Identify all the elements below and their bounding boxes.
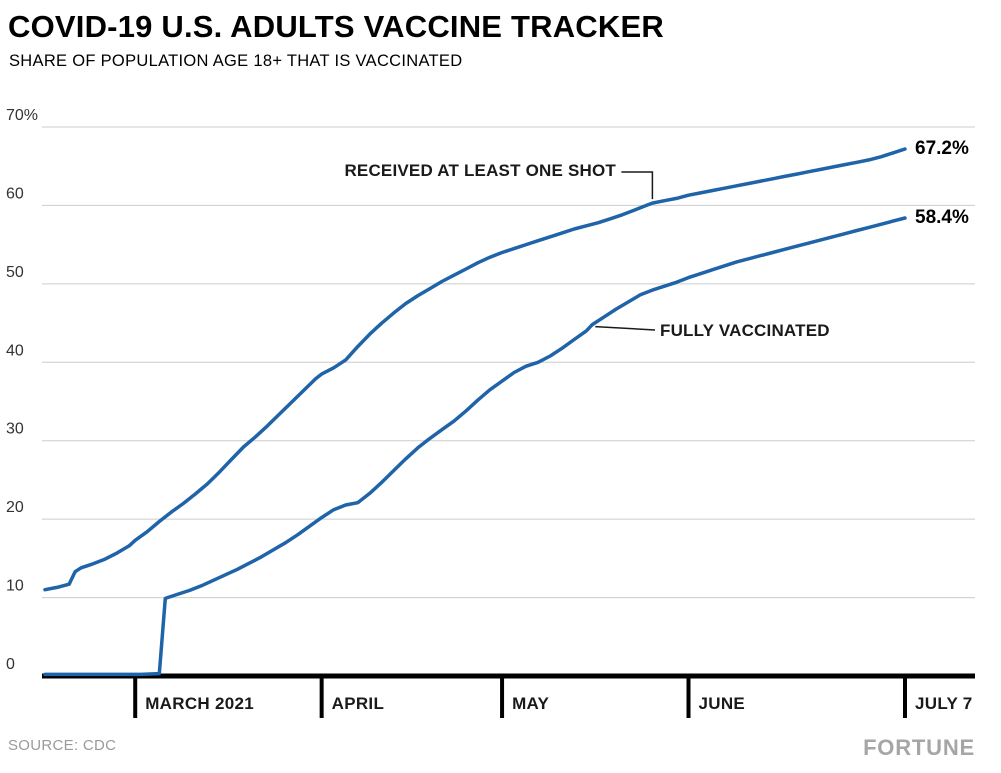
x-tick-label: APRIL: [332, 694, 385, 713]
y-tick-label: 40: [6, 342, 24, 359]
end-label-fully-vaccinated: 58.4%: [915, 207, 969, 228]
series-line-0: [43, 147, 907, 592]
y-tick-label: 10: [6, 578, 24, 595]
end-label-one-shot: 67.2%: [915, 138, 969, 159]
y-tick-label: 20: [6, 499, 24, 516]
callout-line-fully: [595, 325, 656, 331]
y-tick-label: 50: [6, 264, 24, 281]
fortune-logo: FORTUNE: [863, 735, 975, 760]
page-title: COVID-19 U.S. ADULTS VACCINE TRACKER: [8, 9, 664, 44]
page-subtitle: SHARE OF POPULATION AGE 18+ THAT IS VACC…: [9, 52, 463, 70]
x-tick-label: JULY 7: [915, 694, 973, 713]
annotation-fully-vaccinated-label: FULLY VACCINATED: [660, 321, 830, 340]
x-tick-label: JUNE: [698, 694, 745, 713]
y-tick-label: 70%: [6, 107, 38, 124]
source-note: SOURCE: CDC: [8, 737, 117, 754]
y-tick-label: 60: [6, 185, 24, 202]
callout-line-one-shot: [621, 171, 654, 200]
x-tick-label: MARCH 2021: [145, 694, 254, 713]
y-tick-label: 0: [6, 656, 15, 673]
x-tick-label: MAY: [512, 694, 549, 713]
annotation-one-shot-label: RECEIVED AT LEAST ONE SHOT: [344, 161, 616, 180]
y-tick-label: 30: [6, 421, 24, 438]
series-line-1: [43, 216, 907, 677]
